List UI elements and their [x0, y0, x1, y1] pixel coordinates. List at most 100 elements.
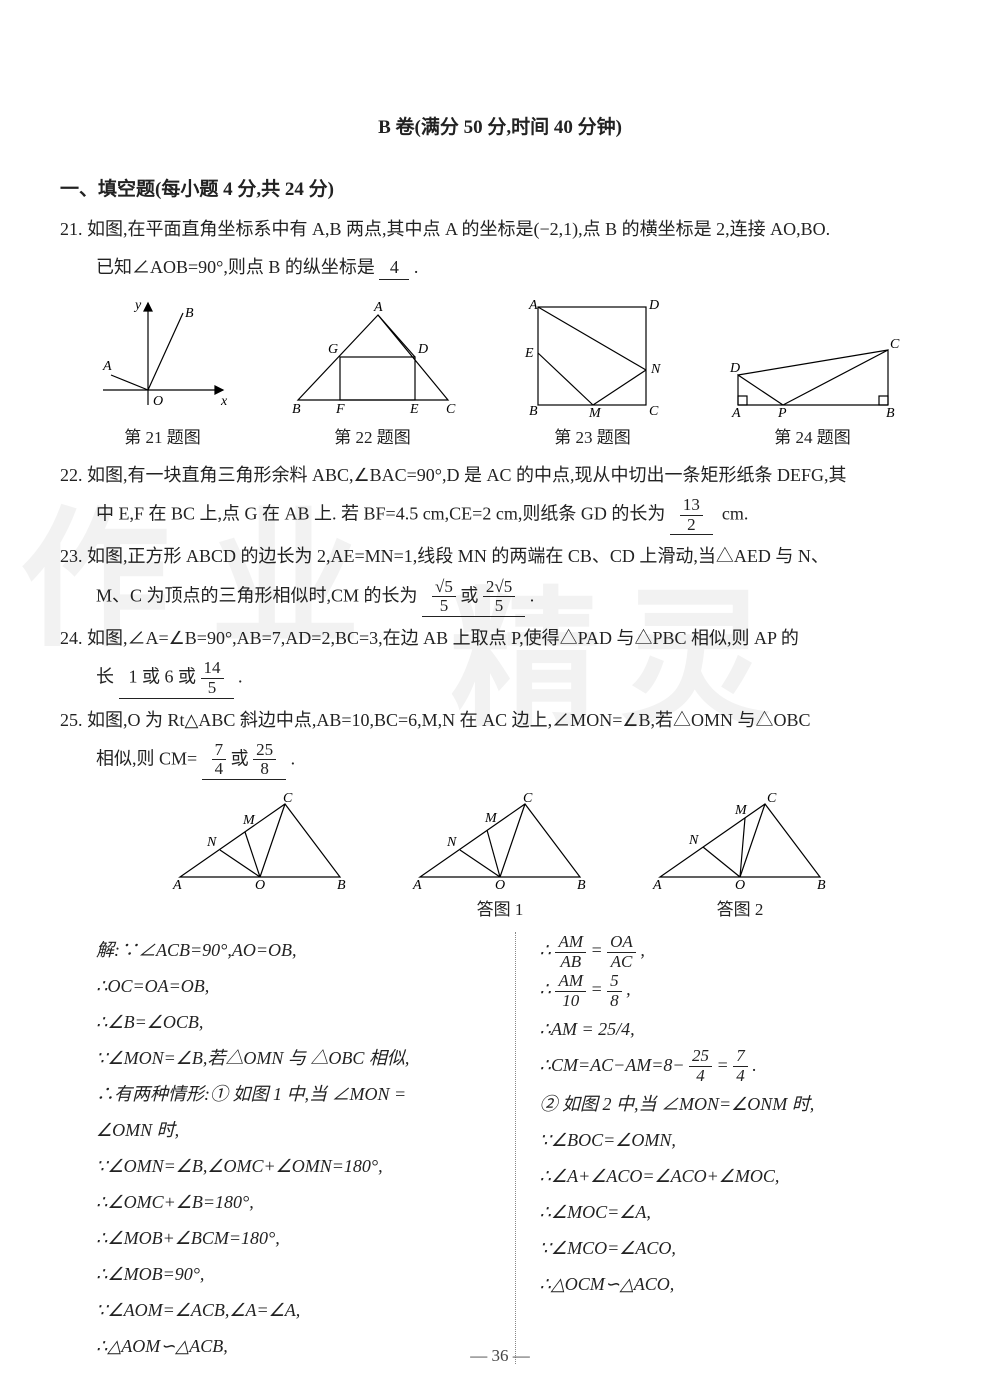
svg-text:B: B — [886, 406, 895, 420]
q23-num: 23. — [60, 546, 83, 566]
svg-text:C: C — [523, 792, 533, 806]
section-header: 一、填空题(每小题 4 分,共 24 分) — [60, 172, 940, 208]
solution-left: 解:∵∠ACB=90°,AO=OB, ∴OC=OA=OB, ∴∠B=∠OCB, … — [96, 932, 516, 1364]
q22-num: 22. — [60, 465, 83, 485]
sol-r-3: ∴∠A+∠ACO=∠ACO+∠MOC, — [540, 1158, 941, 1194]
svg-text:N: N — [650, 362, 661, 377]
svg-text:N: N — [446, 835, 457, 850]
svg-text:M: M — [242, 813, 256, 828]
svg-text:C: C — [890, 337, 900, 352]
sol-r-5: ∵∠MCO=∠ACO, — [540, 1230, 941, 1266]
svg-text:O: O — [255, 878, 265, 892]
q24-answer: 1 或 6 或 145 — [119, 659, 234, 698]
q24-period: . — [238, 666, 243, 686]
sol-l-1: ∴OC=OA=OB, — [96, 968, 497, 1004]
svg-text:C: C — [446, 402, 456, 417]
svg-text:M: M — [588, 406, 602, 420]
figure-24: DC APB 第 24 题图 — [718, 320, 908, 454]
question-22-line2: 中 E,F 在 BC 上,点 G 在 AB 上. 若 BF=4.5 cm,CE=… — [60, 496, 940, 535]
svg-text:M: M — [734, 803, 748, 818]
figure-22-caption: 第 22 题图 — [334, 422, 411, 454]
svg-text:B: B — [292, 402, 301, 417]
figure-answer-2: ABC OMN 答图 2 — [645, 792, 835, 926]
solution-right: ∴ AMAB = OAAC , ∴ AM10 = 58 , ∴AM = 25/4… — [540, 932, 941, 1364]
sol-l-9: ∴∠MOB=90°, — [96, 1256, 497, 1292]
q24-num: 24. — [60, 628, 83, 648]
q22-tail: cm. — [722, 503, 749, 523]
sol-l-8: ∴∠MOB+∠BCM=180°, — [96, 1220, 497, 1256]
q21-text2: 已知∠AOB=90°,则点 B 的纵坐标是 — [96, 257, 375, 277]
question-21: 21. 如图,在平面直角坐标系中有 A,B 两点,其中点 A 的坐标是(−2,1… — [60, 212, 940, 246]
question-24-line2: 长 1 或 6 或 145 . — [60, 659, 940, 698]
q21-text1: 如图,在平面直角坐标系中有 A,B 两点,其中点 A 的坐标是(−2,1),点 … — [87, 219, 830, 239]
sol-l-10: ∵∠AOM=∠ACB,∠A=∠A, — [96, 1292, 497, 1328]
q24-text1: 如图,∠A=∠B=90°,AB=7,AD=2,BC=3,在边 AB 上取点 P,… — [87, 628, 799, 648]
figure-answer-1: ABC OMN 答图 1 — [405, 792, 595, 926]
svg-text:E: E — [409, 402, 419, 417]
q22-text1: 如图,有一块直角三角形余料 ABC,∠BAC=90°,D 是 AC 的中点,现从… — [87, 465, 847, 485]
figures-row: A B Ox y 第 21 题图 A B C G D F E 第 22 题图 — [60, 295, 940, 454]
svg-text:O: O — [495, 878, 505, 892]
sol-l-0: 解:∵∠ACB=90°,AO=OB, — [96, 932, 497, 968]
svg-text:D: D — [417, 342, 428, 357]
svg-text:A: A — [172, 878, 182, 892]
q23-text2: M、C 为顶点的三角形相似时,CM 的长为 — [96, 585, 418, 605]
q25-num: 25. — [60, 710, 83, 730]
sol-l-5: ∠OMN 时, — [96, 1112, 497, 1148]
sol-r-1: ② 如图 2 中,当 ∠MON=∠ONM 时, — [540, 1086, 941, 1122]
svg-text:x: x — [220, 394, 228, 409]
svg-text:B: B — [577, 878, 586, 892]
svg-text:A: A — [373, 300, 383, 315]
svg-text:B: B — [185, 306, 194, 321]
sol-r-6: ∴△OCM∽△ACO, — [540, 1266, 941, 1302]
q25-text2: 相似,则 CM= — [96, 748, 197, 768]
figure-q25-main: ABC OMN — [165, 792, 355, 926]
q23-period: . — [530, 585, 535, 605]
sol-r-frac1: ∴ AMAB = OAAC , — [540, 932, 941, 971]
page-number: — 36 — — [0, 1340, 1000, 1372]
question-25-line2: 相似,则 CM= 74 或 258 . — [60, 741, 940, 780]
question-25: 25. 如图,O 为 Rt△ABC 斜边中点,AB=10,BC=6,M,N 在 … — [60, 703, 940, 737]
svg-text:A: A — [528, 298, 538, 313]
q21-num: 21. — [60, 219, 83, 239]
q24-text2a: 长 — [96, 666, 114, 686]
sol-l-3: ∵∠MON=∠B,若△OMN 与 △OBC 相似, — [96, 1040, 497, 1076]
svg-text:O: O — [153, 394, 163, 409]
question-24: 24. 如图,∠A=∠B=90°,AB=7,AD=2,BC=3,在边 AB 上取… — [60, 621, 940, 655]
sol-l-6: ∵∠OMN=∠B,∠OMC+∠OMN=180°, — [96, 1148, 497, 1184]
svg-text:C: C — [283, 792, 293, 806]
q22-answer: 132 — [670, 496, 713, 535]
sol-r-4: ∴∠MOC=∠A, — [540, 1194, 941, 1230]
solution-columns: 解:∵∠ACB=90°,AO=OB, ∴OC=OA=OB, ∴∠B=∠OCB, … — [60, 932, 940, 1364]
svg-text:N: N — [688, 833, 699, 848]
question-22: 22. 如图,有一块直角三角形余料 ABC,∠BAC=90°,D 是 AC 的中… — [60, 458, 940, 492]
svg-text:C: C — [767, 792, 777, 806]
figure-23-caption: 第 23 题图 — [554, 422, 631, 454]
figure-21: A B Ox y 第 21 题图 — [93, 295, 233, 454]
svg-text:M: M — [484, 811, 498, 826]
svg-text:A: A — [652, 878, 662, 892]
q21-period: . — [414, 257, 419, 277]
q25-text1: 如图,O 为 Rt△ABC 斜边中点,AB=10,BC=6,M,N 在 AC 边… — [87, 710, 811, 730]
svg-text:O: O — [735, 878, 745, 892]
figure-21-caption: 第 21 题图 — [124, 422, 201, 454]
q25-answer: 74 或 258 — [202, 741, 287, 780]
svg-text:y: y — [133, 298, 142, 313]
svg-text:A: A — [102, 359, 112, 374]
page-title: B 卷(满分 50 分,时间 40 分钟) — [60, 110, 940, 146]
svg-text:G: G — [328, 342, 338, 357]
svg-text:N: N — [206, 835, 217, 850]
question-23: 23. 如图,正方形 ABCD 的边长为 2,AE=MN=1,线段 MN 的两端… — [60, 539, 940, 573]
q22-text2: 中 E,F 在 BC 上,点 G 在 AB 上. 若 BF=4.5 cm,CE=… — [96, 503, 665, 523]
answer-fig1-caption: 答图 1 — [477, 894, 524, 926]
svg-text:B: B — [529, 404, 538, 419]
svg-text:E: E — [524, 346, 534, 361]
sol-r-2: ∵∠BOC=∠OMN, — [540, 1122, 941, 1158]
sol-r-frac2: ∴ AM10 = 58 , — [540, 971, 941, 1010]
q23-answer: √55 或 2√55 — [422, 578, 525, 617]
sol-l-7: ∴∠OMC+∠B=180°, — [96, 1184, 497, 1220]
q21-answer: 4 — [379, 257, 409, 280]
svg-text:F: F — [335, 402, 345, 417]
figure-24-caption: 第 24 题图 — [774, 422, 851, 454]
q25-period: . — [291, 748, 296, 768]
